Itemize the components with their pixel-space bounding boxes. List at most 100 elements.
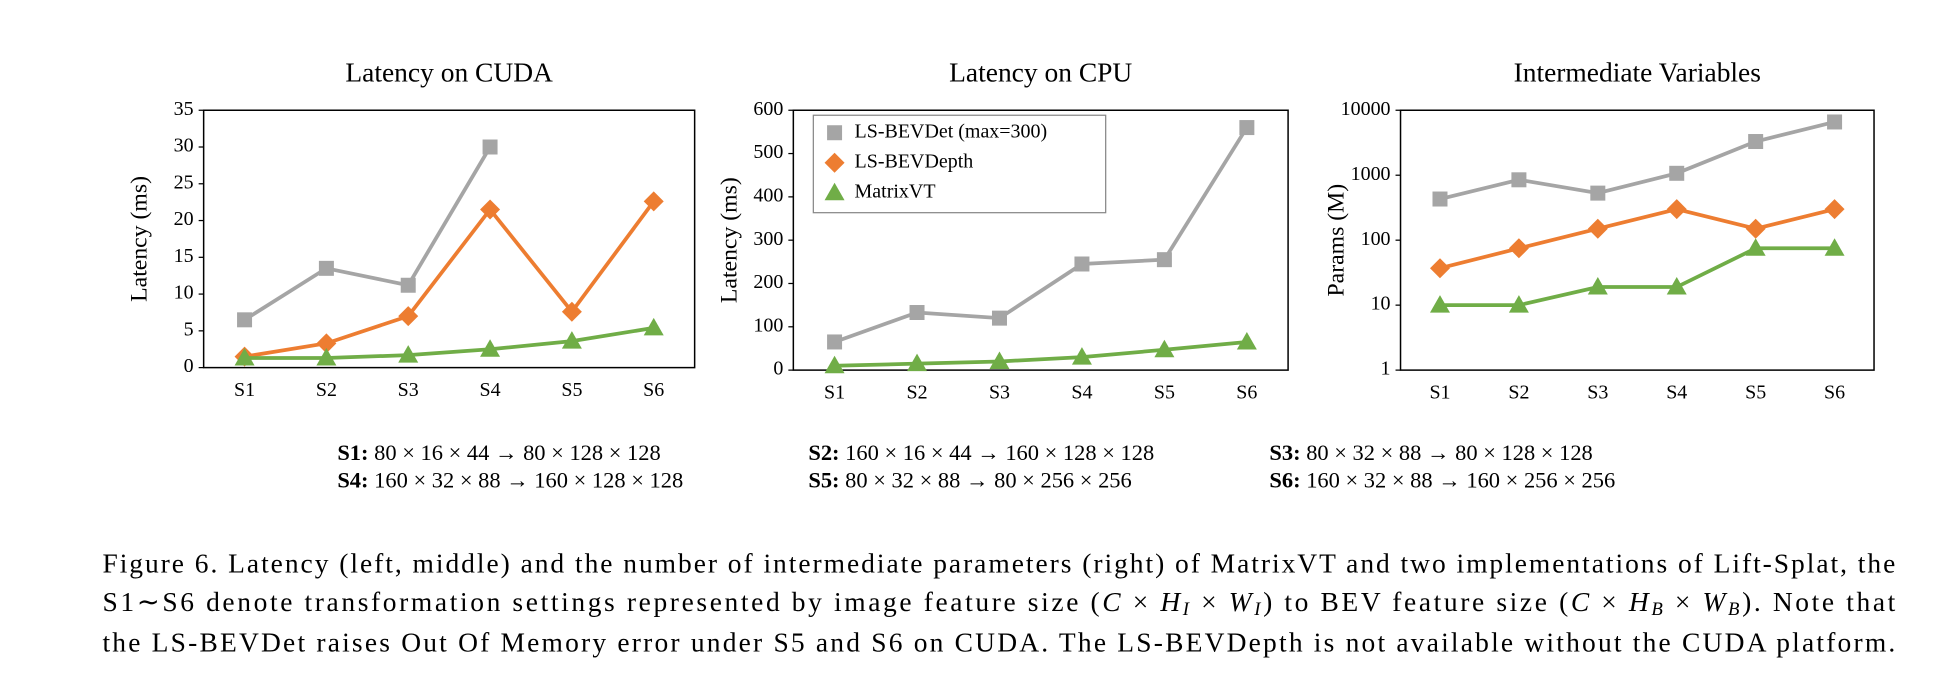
marker (1824, 199, 1845, 220)
x-tick-label: S4 (1666, 381, 1687, 403)
marker (827, 334, 843, 350)
y-tick-label: 300 (753, 228, 783, 250)
chart-title: Latency on CUDA (345, 58, 553, 88)
y-tick-label: 200 (753, 271, 783, 293)
marker (1587, 277, 1608, 295)
x-tick-label: S2 (906, 381, 927, 403)
caption-math: × (1665, 587, 1699, 617)
y-tick-label: 1 (1381, 358, 1391, 380)
caption-math: H (1628, 587, 1651, 617)
y-axis-label: Params (M) (1324, 184, 1350, 297)
caption-math: × (1123, 587, 1157, 617)
marker (991, 310, 1007, 326)
x-tick-label: S4 (480, 379, 501, 401)
setting-name: S3: (1269, 440, 1300, 465)
series-line (244, 326, 655, 360)
x-tick-label: S5 (561, 379, 582, 401)
marker (1748, 134, 1764, 150)
x-tick-label: S1 (824, 381, 845, 403)
series-line (1439, 120, 1836, 201)
series-line (244, 200, 656, 359)
x-tick-label: S6 (643, 379, 664, 401)
caption-line: Figure 6. Latency (left, middle) and the… (102, 549, 1895, 579)
marker (1154, 339, 1175, 358)
y-tick-label: 1000 (1351, 163, 1391, 185)
marker (1745, 238, 1766, 256)
marker (1239, 120, 1255, 136)
x-tick-label: S1 (234, 379, 255, 401)
x-tick-label: S6 (1824, 381, 1845, 403)
y-tick-label: 100 (1361, 228, 1391, 250)
y-tick-label: 20 (174, 208, 194, 230)
x-tick-label: S6 (1236, 381, 1257, 403)
series-line (834, 340, 1248, 368)
setting: S1: 80 × 16 × 44 → 80 × 128 × 128 (337, 440, 660, 465)
legend-label: MatrixVT (855, 180, 936, 202)
x-tick-label: S2 (1508, 381, 1529, 403)
x-tick-label: S3 (1587, 381, 1608, 403)
marker (316, 348, 337, 366)
legend-label: LS-BEVDet (max=300) (855, 120, 1048, 142)
plot-frame (792, 109, 1289, 371)
x-tick-label: S3 (398, 379, 419, 401)
marker (480, 339, 501, 357)
x-tick-label: S2 (316, 379, 337, 401)
legend-marker (827, 125, 843, 141)
marker (907, 353, 928, 372)
y-tick-label: 0 (184, 355, 194, 377)
marker (1156, 252, 1172, 268)
marker (1827, 114, 1843, 130)
setting-name: S2: (808, 440, 839, 465)
caption-math: W (1229, 587, 1254, 617)
marker (482, 139, 498, 155)
marker (316, 333, 337, 354)
setting-name: S1: (337, 440, 368, 465)
setting: S3: 80 × 32 × 88 → 80 × 128 × 128 (1269, 440, 1592, 465)
x-tick-label: S5 (1745, 381, 1766, 403)
settings: S1: 80 × 16 × 44 → 80 × 128 × 128 S4: 16… (337, 440, 1615, 492)
caption-line: the LS-BEVDet raises Out Of Memory error… (102, 627, 1895, 657)
marker (909, 305, 925, 321)
marker (1236, 331, 1257, 350)
setting-name: S4: (337, 468, 368, 493)
caption-text: ) to BEV feature size ( (1263, 587, 1568, 617)
setting-desc: 160 × 32 × 88 → 160 × 256 × 256 (1306, 468, 1615, 493)
setting-name: S5: (808, 468, 839, 493)
marker (237, 312, 253, 328)
caption-math: C (1102, 587, 1121, 617)
chart-title: Intermediate Variables (1514, 58, 1761, 88)
marker (1666, 277, 1687, 295)
marker (1508, 295, 1529, 313)
marker (1666, 199, 1687, 220)
caption-text: S1∼S6 denote transformation settings rep… (102, 587, 1099, 617)
y-tick-label: 600 (753, 98, 783, 120)
marker (1508, 238, 1529, 259)
setting: S6: 160 × 32 × 88 → 160 × 256 × 256 (1269, 468, 1615, 493)
caption-math: × (1192, 587, 1226, 617)
caption-math: × (1592, 587, 1626, 617)
y-tick-label: 35 (174, 98, 194, 120)
caption-sub: B (1651, 600, 1663, 621)
marker (1429, 295, 1450, 313)
setting: S2: 160 × 16 × 44 → 160 × 128 × 128 (808, 440, 1154, 465)
caption-sub: I (1253, 600, 1261, 621)
setting: S4: 160 × 32 × 88 → 160 × 128 × 128 (337, 468, 683, 493)
marker (398, 345, 419, 363)
x-tick-label: S3 (989, 381, 1010, 403)
marker (1511, 172, 1527, 188)
series-line (1439, 207, 1836, 271)
series-line (243, 146, 492, 322)
plot-frame (202, 109, 696, 369)
y-axis-label: Latency (ms) (127, 176, 153, 302)
setting-desc: 80 × 16 × 44 → 80 × 128 × 128 (374, 440, 661, 465)
marker (561, 301, 582, 322)
setting: S5: 80 × 32 × 88 → 80 × 256 × 256 (808, 468, 1131, 493)
marker (824, 355, 845, 374)
y-tick-label: 10 (174, 282, 194, 304)
marker (1669, 165, 1685, 181)
marker (1429, 258, 1450, 279)
setting-desc: 80 × 32 × 88 → 80 × 256 × 256 (845, 468, 1132, 493)
caption-sub: B (1728, 600, 1740, 621)
x-tick-label: S5 (1154, 381, 1175, 403)
